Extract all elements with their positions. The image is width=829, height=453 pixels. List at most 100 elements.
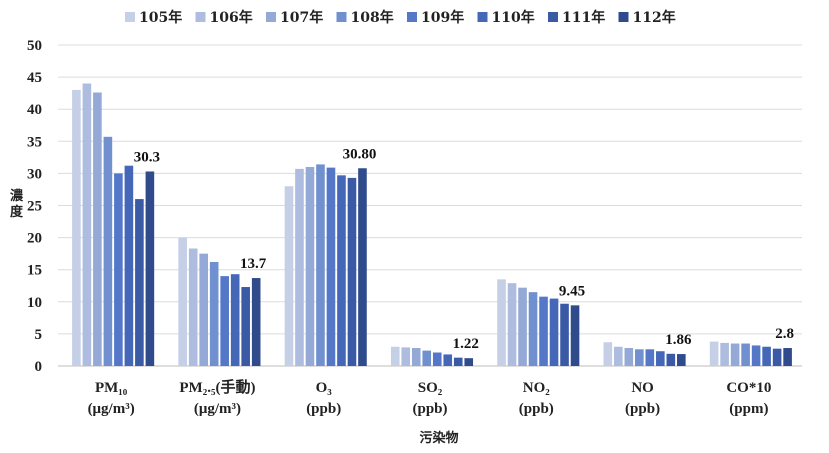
bar	[305, 166, 315, 366]
data-label: 30.3	[134, 149, 160, 165]
legend-label: 108年	[351, 9, 394, 26]
bar	[570, 305, 580, 366]
bar	[614, 346, 623, 366]
bar	[114, 173, 123, 366]
bar	[72, 89, 81, 366]
legend: 105年 106年 107年 108年 109年 110年 111年 112年	[125, 9, 676, 26]
bar	[518, 287, 527, 366]
bar	[549, 298, 559, 366]
bar	[762, 346, 771, 366]
x-category-unit: (ppb)	[412, 401, 447, 417]
bar	[507, 283, 517, 366]
bar	[209, 261, 219, 366]
y-tick-label: 50	[27, 38, 42, 54]
x-category-unit: (ppb)	[625, 401, 660, 417]
data-label: 2.8	[775, 326, 794, 342]
y-tick-label: 35	[27, 134, 42, 150]
bar	[539, 296, 548, 366]
bar	[709, 341, 719, 366]
legend-swatch	[195, 12, 206, 22]
y-tick-label: 45	[27, 70, 42, 86]
bar	[284, 186, 294, 366]
bar	[645, 349, 655, 366]
bar	[443, 354, 453, 366]
bar	[603, 342, 613, 366]
bar	[751, 345, 761, 366]
bar	[464, 358, 474, 366]
bar	[199, 253, 208, 366]
x-category-unit: (ppb)	[306, 401, 341, 417]
bar	[453, 357, 463, 366]
x-category-label: PM₁₀	[95, 380, 128, 396]
bar	[666, 353, 676, 366]
x-category-label: CO*10	[726, 380, 771, 396]
bar	[432, 352, 442, 366]
data-label: 1.22	[453, 336, 479, 352]
bar	[772, 348, 782, 366]
bar	[145, 171, 155, 366]
x-category-label: NO	[631, 380, 654, 396]
x-category-unit: (μg/m³)	[194, 401, 241, 417]
y-tick-label: 25	[27, 199, 42, 215]
data-label: 13.7	[240, 256, 267, 272]
bar	[720, 342, 729, 366]
y-axis-ticks: 0 5 10 15 20 25 30 35 40 45 50	[27, 38, 42, 375]
bar	[497, 279, 506, 366]
bar	[220, 276, 229, 366]
legend-swatch	[407, 12, 417, 22]
legend-swatch	[477, 12, 488, 22]
bar	[741, 343, 750, 366]
y-tick-label: 5	[35, 327, 43, 343]
bar	[347, 177, 357, 366]
bar	[230, 274, 240, 366]
x-category-label: PM₂.₅(手動)	[179, 378, 255, 396]
x-category-label: O₃	[316, 380, 333, 396]
y-axis-title: 濃度	[10, 188, 24, 220]
bar	[422, 350, 432, 366]
y-tick-label: 40	[27, 102, 42, 118]
bar	[188, 248, 198, 366]
legend-label: 112年	[633, 9, 676, 26]
gridlines	[58, 44, 802, 367]
bar	[178, 237, 187, 366]
data-label: 30.80	[343, 146, 377, 162]
bar	[635, 349, 644, 366]
bar	[326, 167, 336, 366]
bar	[390, 346, 400, 366]
data-labels: 30.3 13.7 30.80 1.22 9.45 1.86 2.8	[134, 146, 794, 352]
bar	[656, 351, 665, 366]
bar	[401, 347, 411, 366]
bar	[251, 278, 261, 366]
x-axis-categories: PM₁₀ (μg/m³) PM₂.₅(手動) (μg/m³) O₃ (ppb) SO₂ (pp…	[88, 378, 772, 417]
x-category-unit: (ppb)	[519, 401, 554, 417]
legend-label: 105年	[139, 9, 182, 26]
legend-swatch	[125, 12, 135, 22]
bar	[677, 354, 686, 366]
legend-swatch	[618, 12, 629, 22]
y-axis-title-char: 濃	[10, 188, 24, 204]
bar	[124, 165, 134, 366]
y-tick-label: 0	[35, 359, 43, 375]
bar	[560, 303, 569, 366]
bar	[624, 348, 634, 366]
bars	[72, 83, 792, 367]
bar	[730, 343, 740, 366]
bar	[411, 348, 421, 366]
x-category-label: SO₂	[418, 380, 443, 396]
bar	[103, 136, 113, 366]
y-tick-label: 10	[27, 295, 42, 311]
x-category-label: NO₂	[523, 380, 551, 396]
bar	[316, 164, 325, 366]
bar	[295, 168, 304, 366]
y-tick-label: 20	[27, 231, 42, 247]
data-label: 1.86	[665, 332, 692, 348]
x-axis-title: 污染物	[419, 430, 458, 446]
legend-swatch	[266, 12, 276, 22]
bar	[783, 348, 792, 366]
bar	[528, 292, 538, 366]
legend-label: 107年	[280, 9, 323, 26]
bar	[241, 287, 250, 366]
legend-swatch	[336, 12, 347, 22]
y-axis-title-char: 度	[10, 204, 24, 220]
